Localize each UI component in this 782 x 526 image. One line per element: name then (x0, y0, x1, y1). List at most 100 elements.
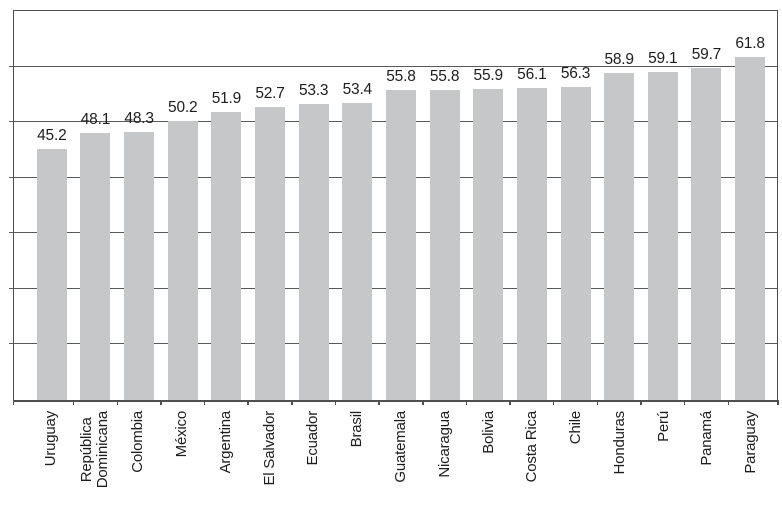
x-category-label-cell: Bolivia (467, 411, 511, 523)
bar (167, 121, 198, 400)
x-axis-tick (509, 400, 511, 405)
bar-slot: 59.1 (641, 11, 686, 405)
bar-value-label: 55.8 (386, 67, 416, 85)
gridline (9, 65, 777, 67)
bar-value-label: 55.8 (429, 67, 460, 85)
x-axis-tick (422, 400, 424, 405)
x-category-label: Chile (567, 411, 585, 445)
x-category-label-cell: Chile (554, 411, 598, 523)
bar-slot: 53.4 (335, 11, 380, 405)
bar-slot: 51.9 (205, 11, 249, 405)
x-axis-tick (378, 400, 380, 405)
bar-slot: 56.3 (554, 11, 599, 405)
x-category-label-cell: Ecuador (292, 411, 336, 523)
x-category-label-cell: Nicaragua (423, 411, 467, 523)
bar-slot: 53.3 (292, 11, 337, 405)
x-axis-tick (203, 400, 206, 405)
bar-slot: 58.9 (597, 11, 642, 405)
x-category-label-cell: Paraguay (729, 411, 773, 523)
x-category-label-cell: Colombia (117, 411, 161, 523)
bar-slot: 61.8 (728, 11, 772, 400)
x-category-label-cell: Honduras (598, 411, 642, 523)
x-category-label: Nicaragua (435, 411, 453, 478)
bar (80, 132, 111, 400)
bar-value-label: 61.8 (735, 34, 765, 52)
x-category-label-cell: México (160, 411, 204, 523)
x-category-label-cell: El Salvador (248, 411, 292, 523)
x-category-label-cell: Panamá (685, 411, 729, 523)
x-category-label-cell: Guatemala (379, 411, 423, 523)
bar-value-label: 50.2 (168, 99, 198, 117)
x-axis-tick (72, 400, 75, 405)
bar (36, 148, 67, 400)
x-category-label-cell: Costa Rica (510, 411, 554, 523)
bar-slot: 55.8 (423, 11, 468, 405)
bar (691, 68, 722, 400)
bar-slot: 56.1 (510, 11, 555, 405)
x-axis-tick (291, 400, 293, 405)
x-axis-tick (465, 400, 468, 405)
bar (560, 87, 591, 400)
bar-value-label: 53.3 (298, 81, 329, 99)
x-category-label: Perú (654, 411, 672, 442)
bar-slot: 48.3 (117, 11, 162, 405)
x-category-label: El Salvador (260, 411, 278, 486)
x-axis-labels: Uruguay República Dominicana Colombia Méxic… (29, 411, 773, 523)
x-category-label: Bolivia (479, 411, 497, 454)
bar (516, 88, 547, 400)
x-axis-tick (640, 400, 642, 405)
bar (604, 72, 635, 400)
x-axis-corner-tick-right (777, 400, 779, 405)
bar-value-label: 48.1 (80, 110, 111, 128)
bar-value-label: 53.4 (342, 81, 373, 99)
plot-area: 45.2 48.1 48.3 50.2 51.9 52.7 53.3 53.4 55.8 55.8… (9, 10, 779, 405)
x-axis-tick (116, 400, 119, 405)
bar (647, 71, 678, 400)
x-axis-tick (727, 400, 729, 405)
x-category-label-cell: Argentina (204, 411, 248, 523)
x-axis-tick (596, 400, 599, 405)
x-category-label-cell: Uruguay (29, 411, 73, 523)
bar-value-label: 56.1 (517, 66, 547, 84)
x-category-label: Brasil (348, 411, 366, 448)
bar-slot: 55.8 (379, 11, 424, 405)
x-category-label: Colombia (129, 411, 147, 473)
x-category-label: Panamá (698, 411, 716, 466)
bar-slots: 45.2 48.1 48.3 50.2 51.9 52.7 53.3 53.4 55.8 55.8… (30, 11, 772, 405)
x-category-label: Uruguay (41, 411, 59, 467)
bar-value-label: 55.9 (473, 67, 504, 85)
bar-value-label: 59.1 (648, 49, 678, 67)
x-category-label: Ecuador (304, 411, 322, 466)
bar (385, 89, 416, 400)
bar-value-label: 51.9 (211, 89, 242, 107)
bar-value-label: 52.7 (255, 85, 285, 103)
bar (211, 111, 242, 400)
bar-value-label: 56.3 (560, 65, 591, 83)
bar (429, 89, 460, 400)
x-category-label: Costa Rica (523, 411, 541, 483)
x-category-label-cell: Brasil (335, 411, 379, 523)
x-category-label: Honduras (610, 411, 628, 475)
x-axis-tick (247, 400, 249, 405)
bar-slot: 45.2 (30, 11, 75, 405)
x-category-label: Guatemala (392, 411, 409, 483)
bar (735, 56, 766, 400)
bar-slot: 59.7 (685, 11, 729, 405)
x-axis-tick (552, 400, 555, 405)
x-category-label: Paraguay (742, 411, 760, 474)
x-axis-tick (334, 400, 337, 405)
x-category-label: Argentina (216, 411, 234, 474)
bar (342, 103, 373, 400)
bar-value-label: 48.3 (124, 109, 154, 127)
bar-slot: 55.9 (466, 11, 511, 405)
bar-slot: 52.7 (248, 11, 293, 405)
x-category-label: México (173, 411, 191, 458)
x-axis-tick (683, 400, 686, 405)
x-category-label-cell: República Dominicana (73, 411, 117, 523)
x-axis-corner-tick-left (12, 400, 14, 405)
bar (255, 107, 286, 400)
bar-slot: 50.2 (161, 11, 206, 405)
bar-value-label: 59.7 (691, 46, 722, 64)
bar (473, 89, 504, 400)
